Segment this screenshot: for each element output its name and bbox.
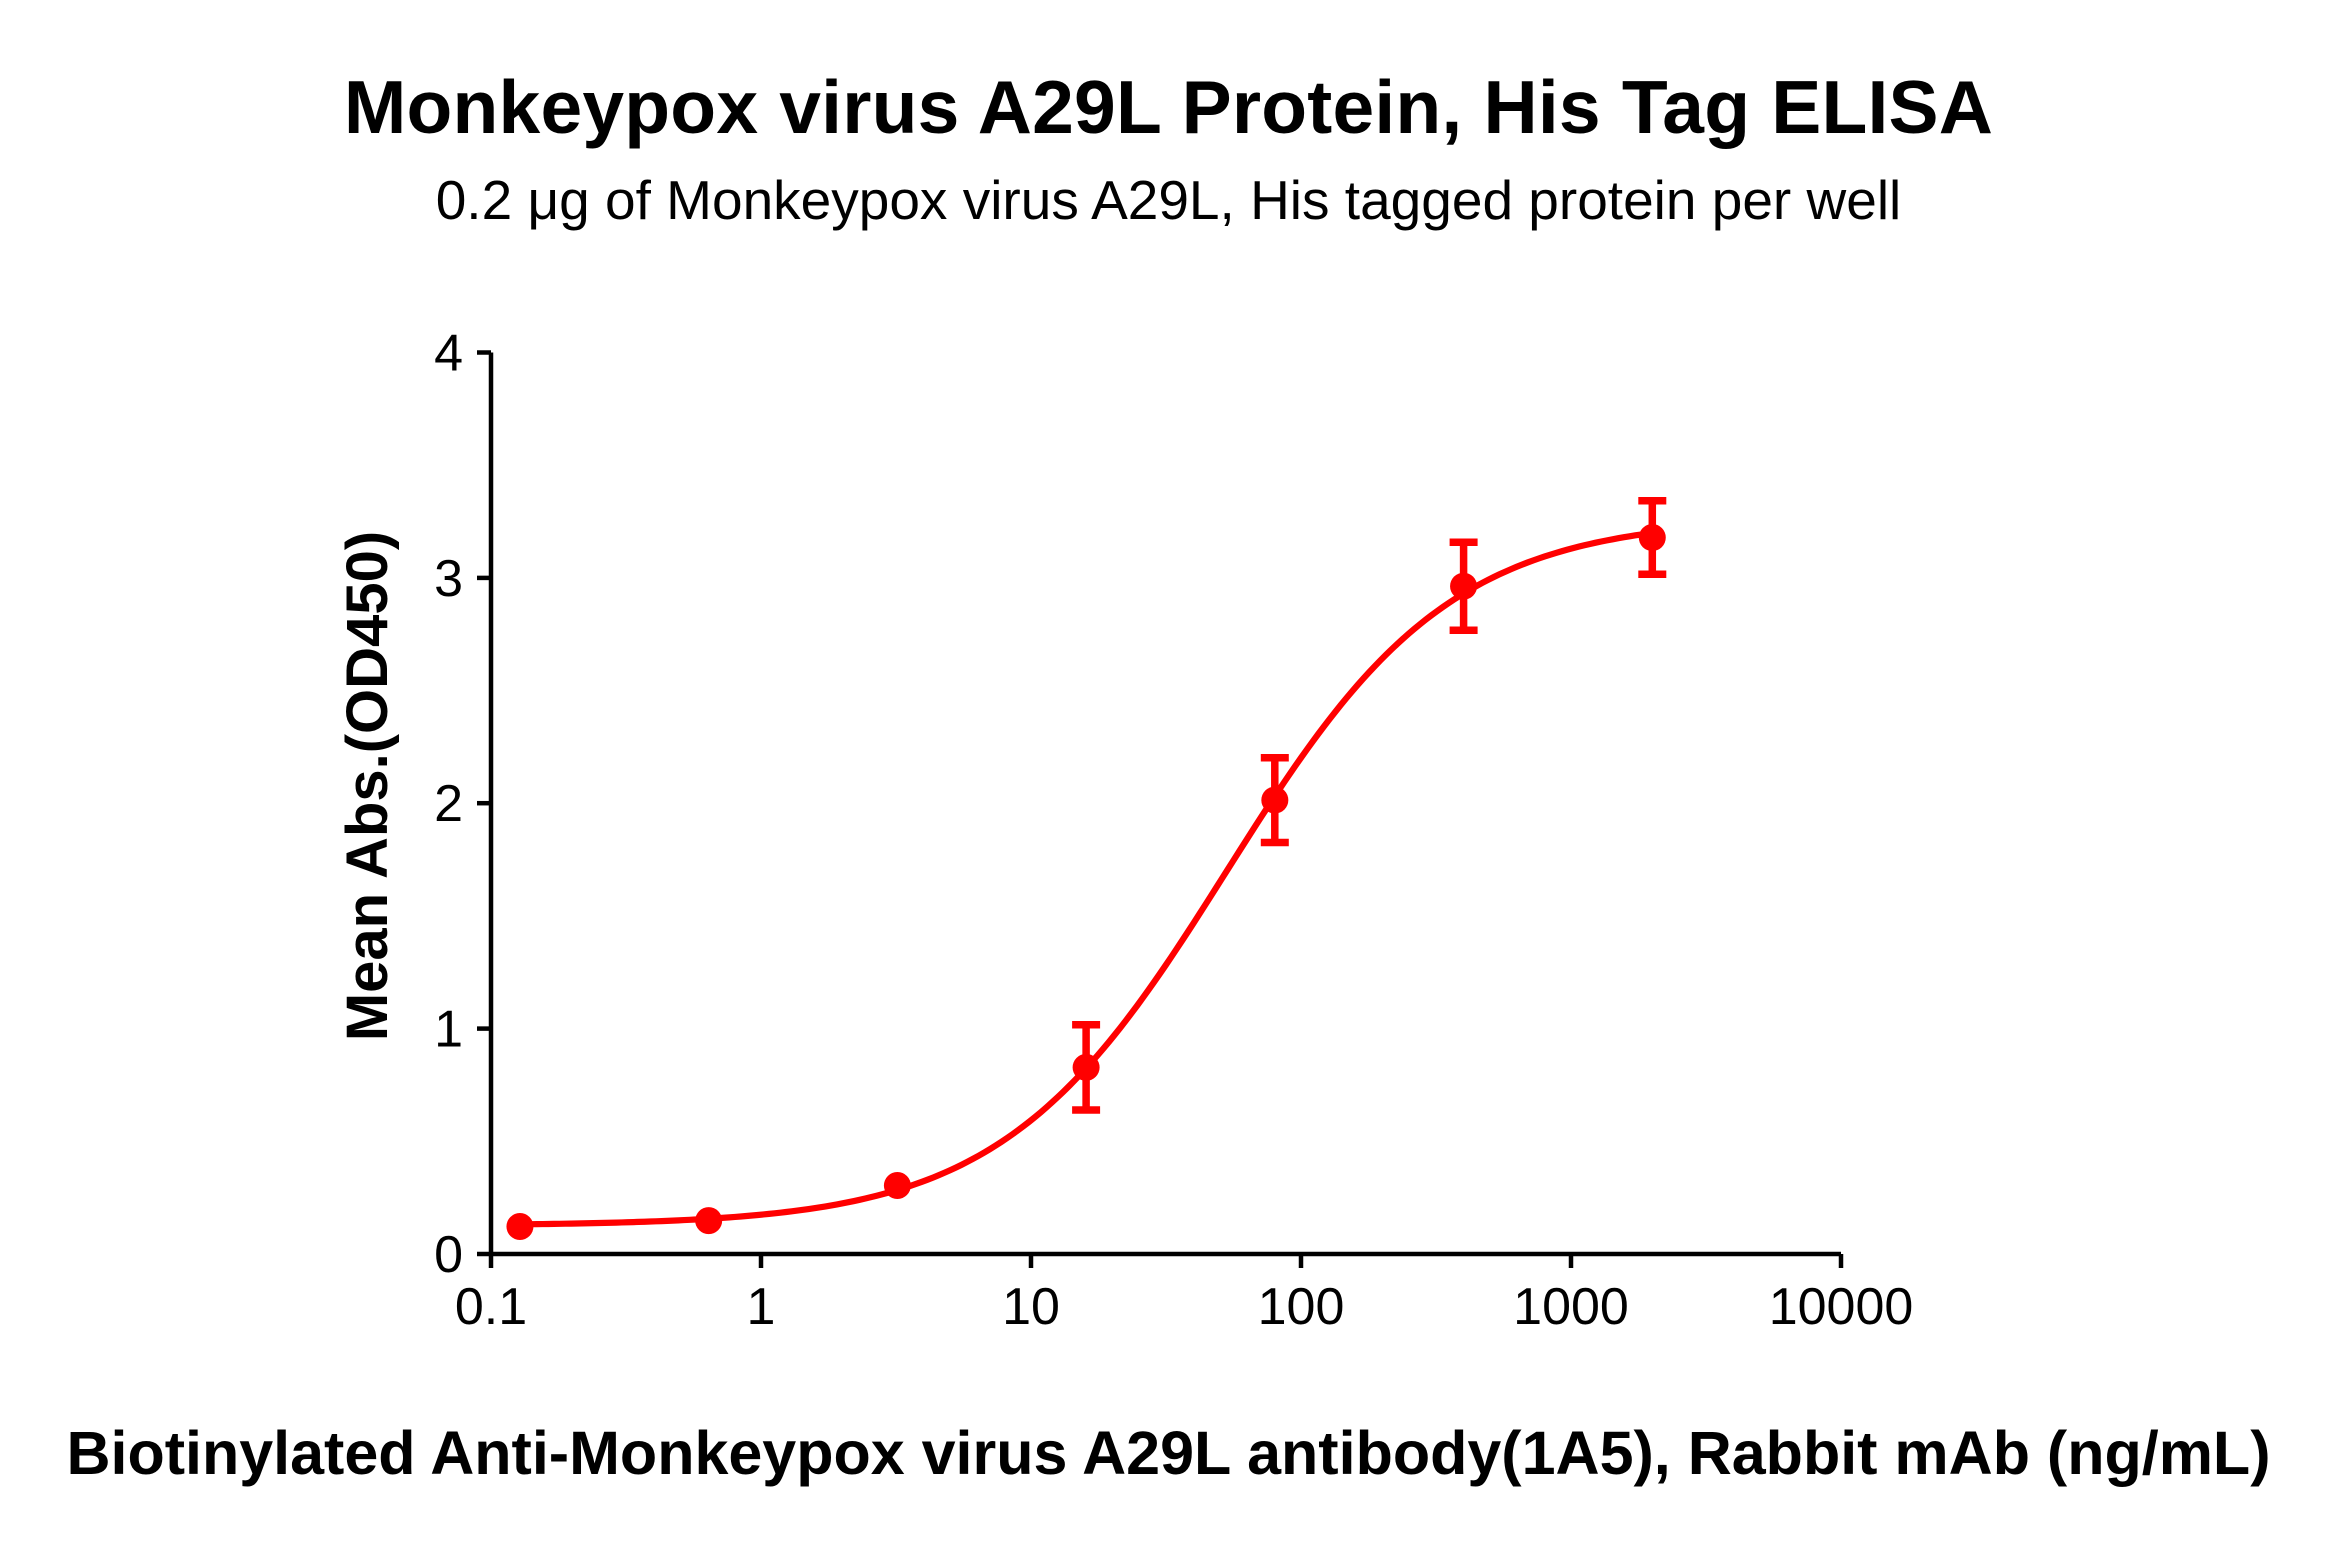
svg-text:1: 1 <box>434 1001 463 1059</box>
svg-text:4: 4 <box>434 325 463 383</box>
svg-text:0.1: 0.1 <box>455 1278 527 1336</box>
svg-text:1000: 1000 <box>1513 1278 1629 1336</box>
svg-text:3: 3 <box>434 550 463 608</box>
svg-text:1: 1 <box>747 1278 776 1336</box>
svg-text:2: 2 <box>434 775 463 833</box>
svg-text:0: 0 <box>434 1226 463 1284</box>
svg-text:100: 100 <box>1258 1278 1345 1336</box>
svg-text:10: 10 <box>1002 1278 1060 1336</box>
svg-text:10000: 10000 <box>1769 1278 1914 1336</box>
